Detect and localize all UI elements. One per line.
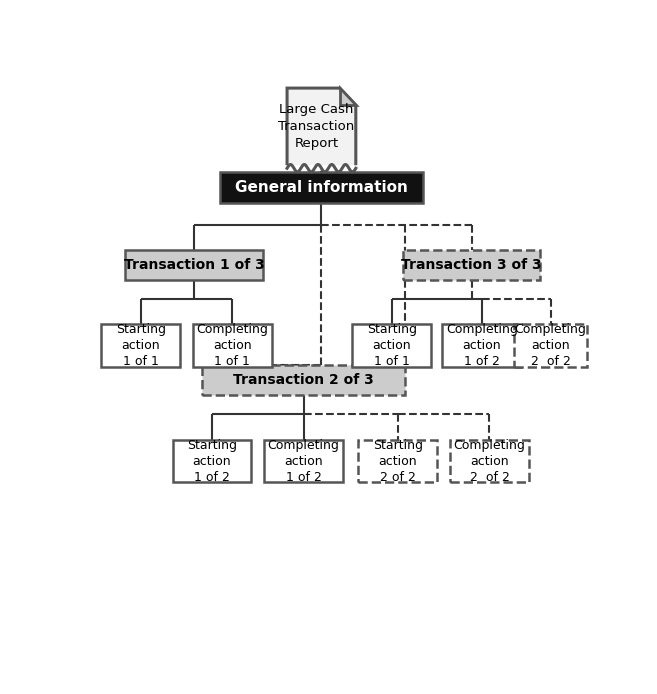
- Text: Transaction 1 of 3: Transaction 1 of 3: [124, 258, 265, 272]
- FancyBboxPatch shape: [358, 440, 438, 482]
- FancyBboxPatch shape: [450, 440, 529, 482]
- FancyBboxPatch shape: [352, 323, 431, 366]
- Text: Completing
action
2  of 2: Completing action 2 of 2: [453, 439, 526, 484]
- Text: Starting
action
1 of 1: Starting action 1 of 1: [116, 323, 166, 368]
- Polygon shape: [287, 88, 356, 168]
- Polygon shape: [340, 88, 356, 105]
- FancyBboxPatch shape: [514, 323, 587, 366]
- Text: Transaction 3 of 3: Transaction 3 of 3: [401, 258, 542, 272]
- FancyBboxPatch shape: [193, 323, 272, 366]
- Text: Transaction 2 of 3: Transaction 2 of 3: [233, 373, 374, 387]
- FancyBboxPatch shape: [264, 440, 343, 482]
- Text: Starting
action
2 of 2: Starting action 2 of 2: [373, 439, 423, 484]
- Text: Completing
action
1 of 2: Completing action 1 of 2: [267, 439, 340, 484]
- FancyBboxPatch shape: [403, 250, 540, 280]
- FancyBboxPatch shape: [125, 250, 263, 280]
- Text: Completing
action
1 of 1: Completing action 1 of 1: [196, 323, 268, 368]
- Text: Completing
action
1 of 2: Completing action 1 of 2: [446, 323, 518, 368]
- FancyBboxPatch shape: [219, 172, 423, 203]
- Text: Starting
action
1 of 1: Starting action 1 of 1: [367, 323, 417, 368]
- FancyBboxPatch shape: [442, 323, 521, 366]
- Text: Large Cash
Transaction
Report: Large Cash Transaction Report: [279, 103, 355, 149]
- FancyBboxPatch shape: [202, 365, 405, 395]
- Text: Completing
action
2  of 2: Completing action 2 of 2: [514, 323, 587, 368]
- Text: General information: General information: [235, 180, 408, 195]
- FancyBboxPatch shape: [101, 323, 180, 366]
- FancyBboxPatch shape: [173, 440, 252, 482]
- Text: Starting
action
1 of 2: Starting action 1 of 2: [187, 439, 237, 484]
